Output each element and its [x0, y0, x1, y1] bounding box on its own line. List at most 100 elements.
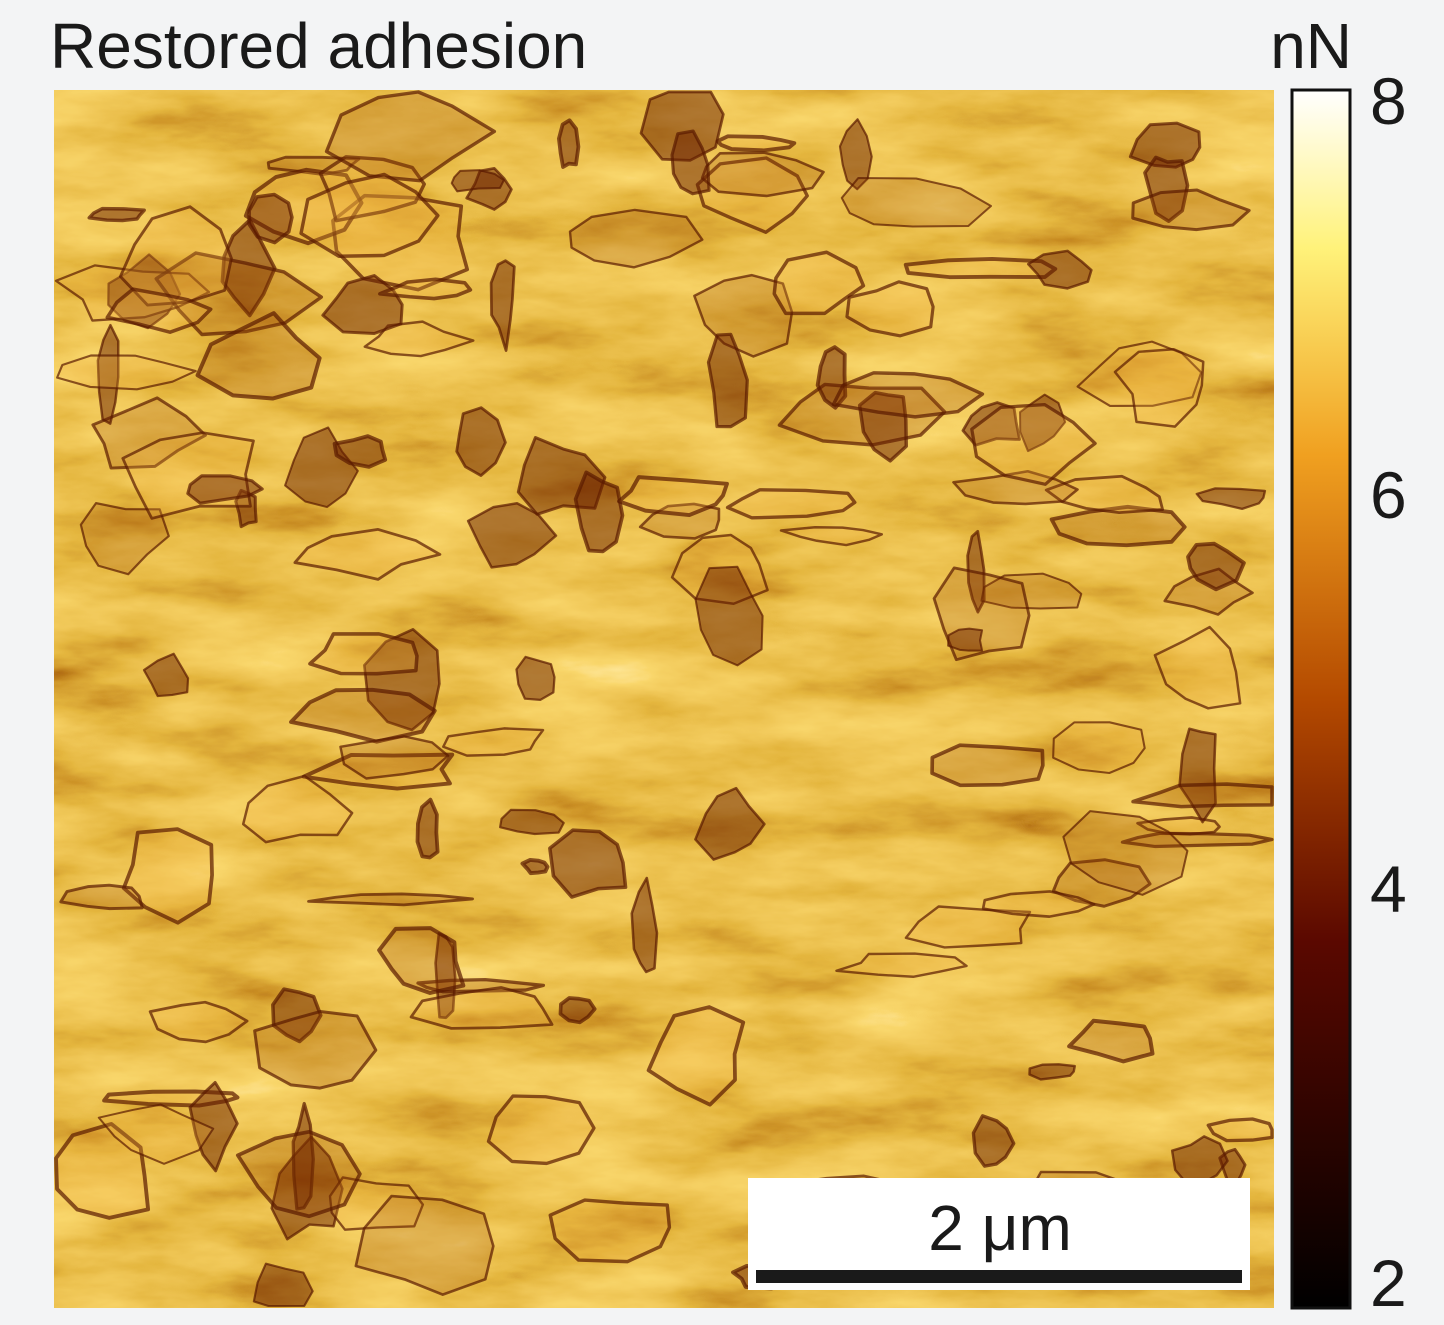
domain-outline	[307, 892, 475, 907]
domain-outline	[617, 475, 729, 518]
colorbar-ticks: 2 4 6 8	[1370, 64, 1407, 1320]
domain-outline	[1044, 474, 1165, 515]
domain-outline	[548, 828, 628, 899]
domain-outline	[1131, 782, 1274, 809]
domain-outline	[573, 470, 625, 554]
domain-outline	[363, 320, 475, 358]
domain-outline	[961, 401, 1021, 447]
adhesion-map	[54, 90, 1274, 1308]
domain-outline	[339, 735, 450, 780]
colorbar-unit: nN	[1270, 10, 1352, 82]
domain-outline	[252, 1262, 314, 1308]
domain-outline	[301, 752, 455, 791]
domain-outline	[148, 1000, 249, 1044]
domain-outline	[779, 526, 884, 547]
domain-outline	[904, 905, 1032, 949]
domain-outline	[835, 952, 968, 978]
domain-outline	[706, 332, 749, 429]
scale-bar-line	[756, 1270, 1242, 1283]
domain-outline	[557, 118, 581, 169]
domain-outline	[1131, 188, 1251, 232]
colorbar-tick-label: 8	[1370, 64, 1407, 138]
domain-outline	[903, 257, 1058, 280]
domain-outline	[318, 155, 426, 223]
domain-outline	[54, 1121, 151, 1220]
domain-outline	[1186, 541, 1246, 592]
domain-outline	[455, 406, 507, 477]
domain-outline	[971, 1114, 1016, 1168]
domain-outline	[952, 469, 1079, 506]
domain-outline	[121, 827, 214, 925]
domain-outline	[87, 206, 146, 223]
domain-outline	[498, 808, 565, 836]
domain-outline	[831, 371, 985, 419]
domain-outline	[96, 323, 120, 425]
domain-outline	[324, 90, 497, 183]
domain-outline	[235, 1129, 362, 1219]
domain-outline	[105, 287, 213, 334]
domain-outline	[354, 1194, 495, 1296]
domain-outline	[118, 205, 233, 307]
domain-outline	[188, 1080, 239, 1173]
colorbar-tick-label: 4	[1370, 852, 1407, 926]
colorbar-tick-label: 2	[1370, 1246, 1407, 1320]
domain-outline	[253, 1010, 378, 1090]
domain-outline	[97, 1103, 215, 1165]
domain-outline	[980, 572, 1083, 610]
domain-outline	[1076, 340, 1203, 407]
domain-outline	[363, 628, 441, 732]
domain-outline	[670, 129, 711, 196]
domain-outlines	[54, 90, 1274, 1308]
domain-outline	[378, 277, 473, 301]
domain-outline	[1028, 1063, 1076, 1081]
domain-outline	[694, 786, 766, 861]
domain-outline	[332, 434, 388, 469]
domain-outline	[1026, 249, 1093, 290]
domain-outline	[515, 655, 556, 702]
domain-outline	[247, 192, 294, 245]
domain-outline	[291, 1101, 315, 1211]
domain-outline	[489, 259, 516, 352]
domain-outline	[520, 857, 550, 876]
domain-outline	[725, 488, 857, 520]
domain-outline	[840, 176, 993, 228]
domain-outline	[694, 565, 764, 667]
domain-outline	[293, 528, 442, 581]
domain-outline	[450, 169, 505, 193]
domain-outline	[1206, 1117, 1274, 1143]
domain-outline	[646, 1005, 746, 1107]
domain-outline	[1195, 487, 1267, 510]
scale-bar-label: 2 μm	[928, 1192, 1072, 1264]
domain-outline	[91, 396, 207, 470]
domain-outline	[1062, 810, 1189, 896]
domain-outline	[1153, 625, 1242, 710]
domain-outline	[838, 118, 873, 191]
domain-outline	[981, 890, 1096, 918]
domain-outline	[947, 627, 984, 652]
domain-outline	[630, 876, 659, 974]
domain-outline	[930, 743, 1045, 788]
domain-outline	[1113, 348, 1205, 428]
image-title: Restored adhesion	[50, 10, 587, 82]
domain-outline	[568, 208, 704, 269]
domain-outline	[1143, 155, 1190, 224]
domain-outline	[845, 280, 935, 338]
domain-outline	[142, 652, 190, 698]
domain-outline	[970, 403, 1097, 486]
domain-outline	[79, 502, 170, 576]
domain-outline	[415, 797, 440, 860]
scale-bar: 2 μm	[748, 1178, 1250, 1290]
domain-outline	[59, 883, 144, 911]
domain-outline	[558, 996, 597, 1025]
domain-outline	[56, 354, 197, 391]
domain-outline	[486, 1094, 596, 1166]
domain-outline	[715, 134, 797, 153]
domain-outline	[1052, 721, 1146, 775]
colorbar-tick-label: 6	[1370, 458, 1407, 532]
domain-outline	[466, 502, 558, 569]
domain-outline	[772, 250, 866, 316]
domain-outline	[409, 986, 554, 1030]
domain-outline	[321, 274, 404, 335]
